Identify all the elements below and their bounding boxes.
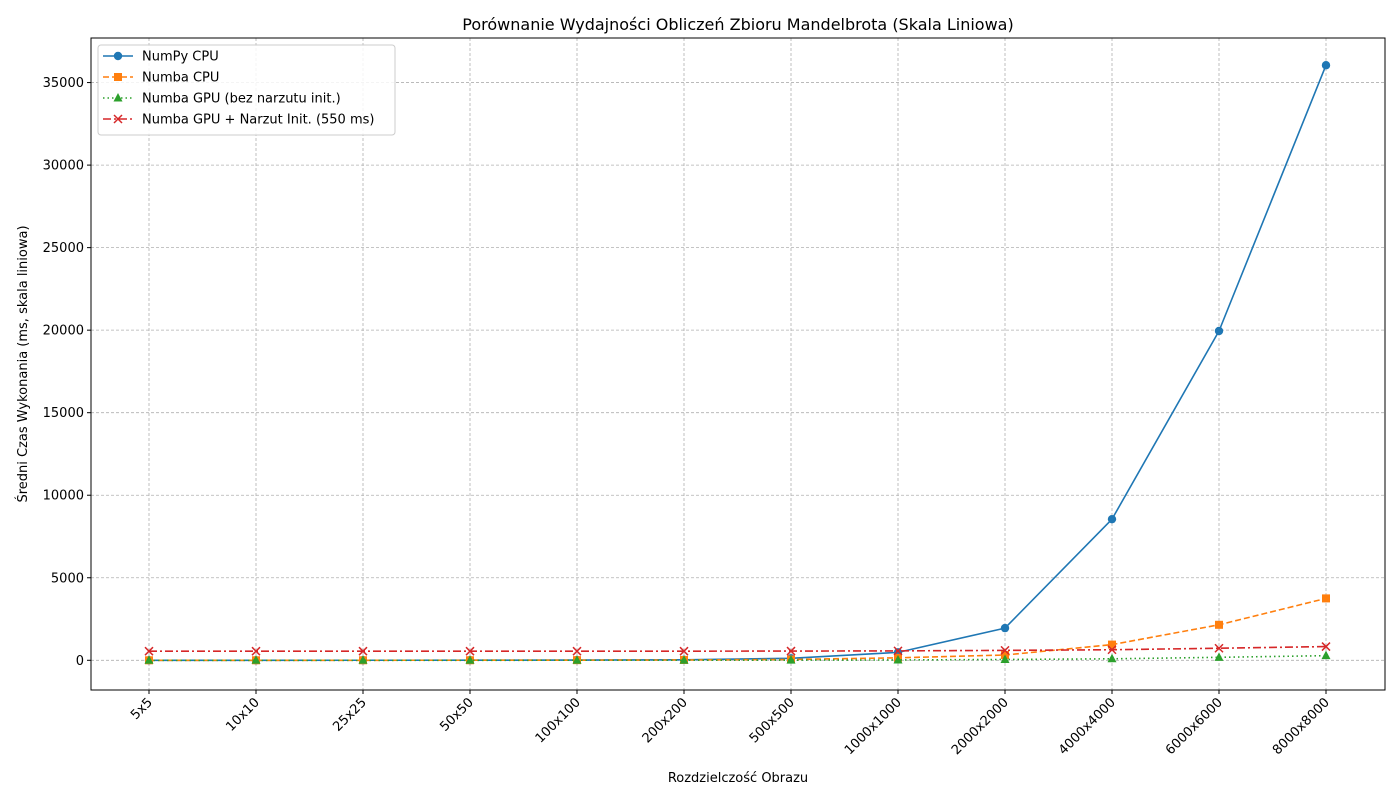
data-point: [1107, 653, 1117, 663]
data-point: [572, 655, 582, 664]
x-tick-label: 500x500: [747, 695, 798, 746]
data-point: [1215, 620, 1223, 629]
legend-label: Numba CPU: [142, 71, 219, 86]
series-line: [148, 64, 1327, 662]
y-tick-label: 5000: [51, 571, 84, 586]
legend-marker: [113, 114, 123, 124]
data-point: [1000, 623, 1010, 633]
y-tick-label: 35000: [43, 76, 84, 91]
data-point: [679, 655, 689, 664]
legend-entry: NumPy CPU: [103, 50, 219, 65]
data-point: [465, 655, 475, 664]
legend-label: Numba GPU + Narzut Init. (550 ms): [142, 113, 374, 128]
x-tick-label: 2000x2000: [949, 695, 1012, 758]
data-point: [144, 655, 154, 664]
data-point: [1000, 645, 1010, 655]
grid: [91, 38, 1385, 690]
data-point: [893, 654, 903, 664]
data-point: [1321, 650, 1331, 660]
x-tick-label: 4000x4000: [1056, 695, 1119, 758]
x-tick-label: 5x5: [128, 695, 156, 723]
data-point: [893, 646, 903, 656]
legend-marker: [113, 51, 123, 61]
legend: NumPy CPU Numba CPU Numba GPU (bez narzutu…: [97, 44, 396, 136]
legend-label: Numba GPU (bez narzutu init.): [142, 92, 341, 107]
legend-entry: Numba GPU (bez narzutu init.): [103, 92, 341, 107]
x-tick-label: 10x10: [223, 695, 262, 734]
data-point: [1322, 594, 1330, 603]
data-point: [1214, 326, 1224, 336]
data-point: [358, 655, 368, 664]
legend-marker: [113, 93, 123, 102]
x-axis-label: Rozdzielczość Obrazu: [668, 771, 808, 786]
series-0: [144, 61, 1331, 665]
legend-box: [97, 44, 396, 136]
y-tick-label: 30000: [43, 159, 84, 174]
x-tick-label: 8000x8000: [1270, 695, 1333, 758]
data-point: [358, 646, 368, 656]
y-axis-label: Średni Czas Wykonania (ms, skala liniowa…: [15, 225, 31, 502]
legend-entry: Numba CPU: [103, 71, 219, 86]
x-tick-label: 100x100: [533, 695, 584, 746]
data-point: [1108, 640, 1116, 649]
series-1: [145, 594, 1330, 665]
data-point: [251, 655, 261, 664]
y-tick-label: 25000: [43, 241, 84, 256]
data-point: [1321, 642, 1331, 652]
x-tick-label: 6000x6000: [1163, 695, 1226, 758]
data-point: [1107, 645, 1117, 655]
data-point: [251, 646, 261, 656]
data-point: [679, 646, 689, 656]
x-tick-label: 25x25: [330, 695, 369, 734]
data-point: [465, 646, 475, 656]
plot-frame: [90, 37, 1386, 691]
series-3: [144, 642, 1331, 656]
data-point: [1214, 652, 1224, 661]
x-tick-label: 50x50: [437, 695, 476, 734]
series-layer: [144, 61, 1331, 665]
chart-title: Porównanie Wydajności Obliczeń Zbioru Ma…: [462, 15, 1013, 34]
data-point: [144, 646, 154, 656]
y-tick-label: 20000: [43, 324, 84, 339]
data-point: [786, 655, 796, 664]
series-line: [149, 645, 1327, 653]
series-2: [144, 650, 1331, 664]
legend-marker: [114, 73, 122, 81]
x-axis-ticks: 5x5 10x10 25x25 50x50 100x100 200x200 500x500 1…: [128, 690, 1333, 758]
y-tick-label: 15000: [43, 406, 84, 421]
y-tick-label: 0: [76, 654, 84, 669]
data-point: [572, 646, 582, 656]
data-point: [786, 646, 796, 656]
data-point: [1214, 643, 1224, 653]
x-tick-label: 200x200: [640, 695, 691, 746]
x-tick-label: 1000x1000: [842, 695, 905, 758]
data-point: [1107, 514, 1117, 524]
data-point: [1321, 61, 1331, 70]
data-point: [1000, 654, 1010, 663]
legend-label: NumPy CPU: [142, 50, 219, 65]
legend-entry: Numba GPU + Narzut Init. (550 ms): [103, 113, 374, 128]
series-line: [148, 597, 1327, 662]
y-axis-ticks: 0 5000 10000 15000 20000 25000 30000 35000: [43, 76, 91, 669]
y-tick-label: 10000: [43, 489, 84, 504]
